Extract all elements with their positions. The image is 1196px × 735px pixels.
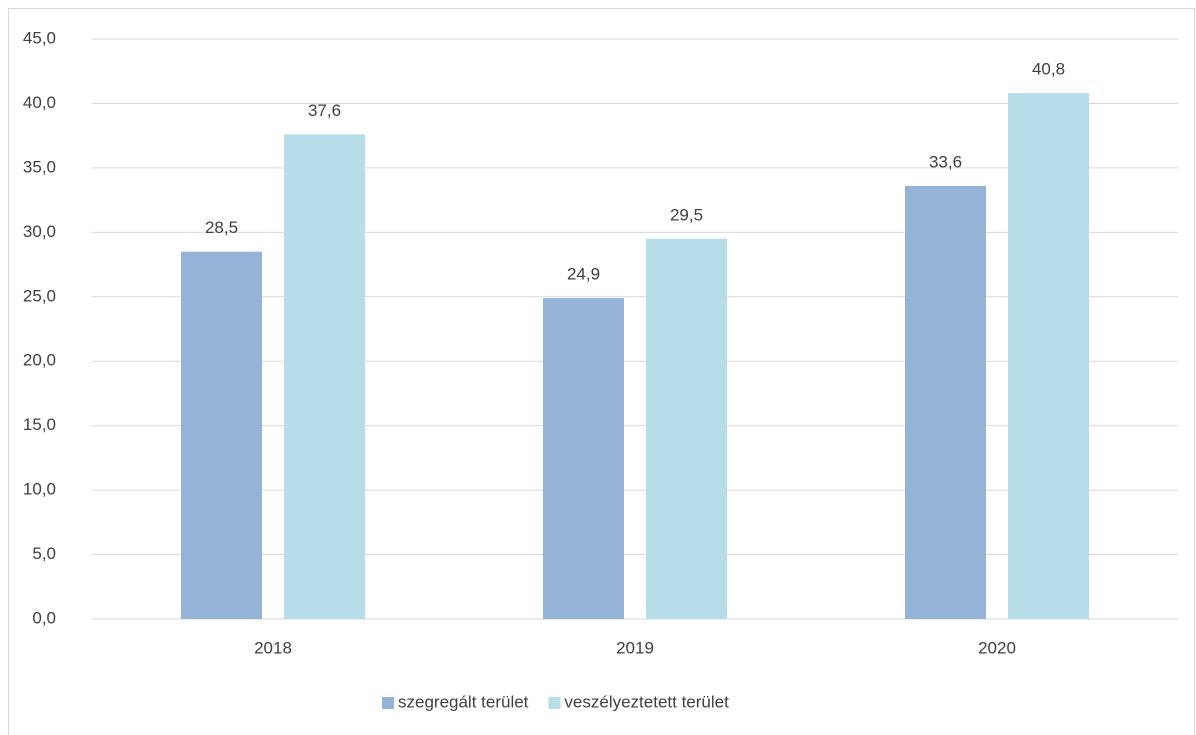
x-tick-label: 2018 bbox=[254, 638, 292, 657]
data-label: 24,9 bbox=[567, 265, 600, 284]
bar bbox=[181, 251, 262, 619]
x-tick-label: 2020 bbox=[978, 638, 1016, 657]
bar bbox=[905, 185, 986, 619]
y-tick-label: 20,0 bbox=[23, 351, 56, 370]
y-tick-label: 25,0 bbox=[23, 286, 56, 305]
data-label: 37,6 bbox=[308, 101, 341, 120]
y-tick-label: 5,0 bbox=[32, 544, 56, 563]
bar bbox=[646, 238, 727, 619]
y-tick-label: 15,0 bbox=[23, 415, 56, 434]
legend-label: szegregált terület bbox=[398, 692, 529, 711]
bar bbox=[1008, 93, 1089, 620]
y-tick-label: 45,0 bbox=[23, 28, 56, 47]
y-tick-label: 40,0 bbox=[23, 93, 56, 112]
y-tick-label: 30,0 bbox=[23, 222, 56, 241]
x-tick-label: 2019 bbox=[616, 638, 654, 657]
y-tick-label: 35,0 bbox=[23, 157, 56, 176]
bar bbox=[543, 298, 624, 619]
legend-swatch bbox=[548, 697, 561, 709]
y-tick-label: 10,0 bbox=[23, 480, 56, 499]
data-label: 33,6 bbox=[929, 152, 962, 171]
legend-label: veszélyeztetett terület bbox=[564, 692, 729, 711]
legend-swatch bbox=[382, 697, 394, 709]
data-label: 28,5 bbox=[205, 218, 238, 237]
chart-border bbox=[8, 8, 1195, 735]
bar bbox=[284, 134, 365, 619]
data-label: 29,5 bbox=[670, 205, 703, 224]
data-label: 40,8 bbox=[1032, 60, 1065, 79]
y-tick-label: 0,0 bbox=[32, 608, 56, 627]
